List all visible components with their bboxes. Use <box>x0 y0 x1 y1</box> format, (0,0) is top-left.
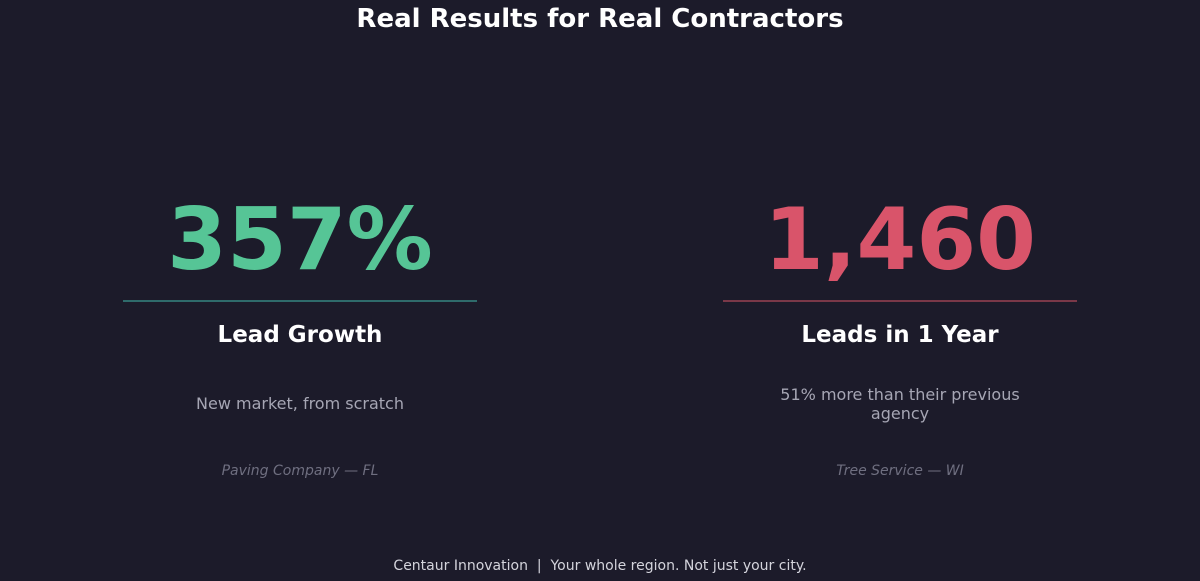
stat-value: 357% <box>167 190 433 290</box>
page-title: Real Results for Real Contractors <box>356 4 844 34</box>
stat-card-leads-in-year: 1,460 Leads in 1 Year 51% more than thei… <box>700 0 1100 581</box>
footer-separator: | <box>536 558 542 574</box>
stat-source: Paving Company — FL <box>221 463 379 479</box>
stat-card-lead-growth: 357% Lead Growth New market, from scratc… <box>100 0 500 581</box>
stat-description: 51% more than their previous agency <box>780 385 1020 423</box>
stat-description: New market, from scratch <box>196 394 404 413</box>
stat-source: Tree Service — WI <box>836 463 964 479</box>
footer-tagline: Your whole region. Not just your city. <box>550 558 807 574</box>
stat-label: Lead Growth <box>217 322 383 348</box>
stat-divider <box>723 300 1077 302</box>
footer-brand: Centaur Innovation <box>393 558 528 574</box>
footer: Centaur Innovation | Your whole region. … <box>0 557 1200 575</box>
stat-divider <box>123 300 477 302</box>
stat-value: 1,460 <box>763 190 1037 290</box>
stat-label: Leads in 1 Year <box>801 322 999 348</box>
